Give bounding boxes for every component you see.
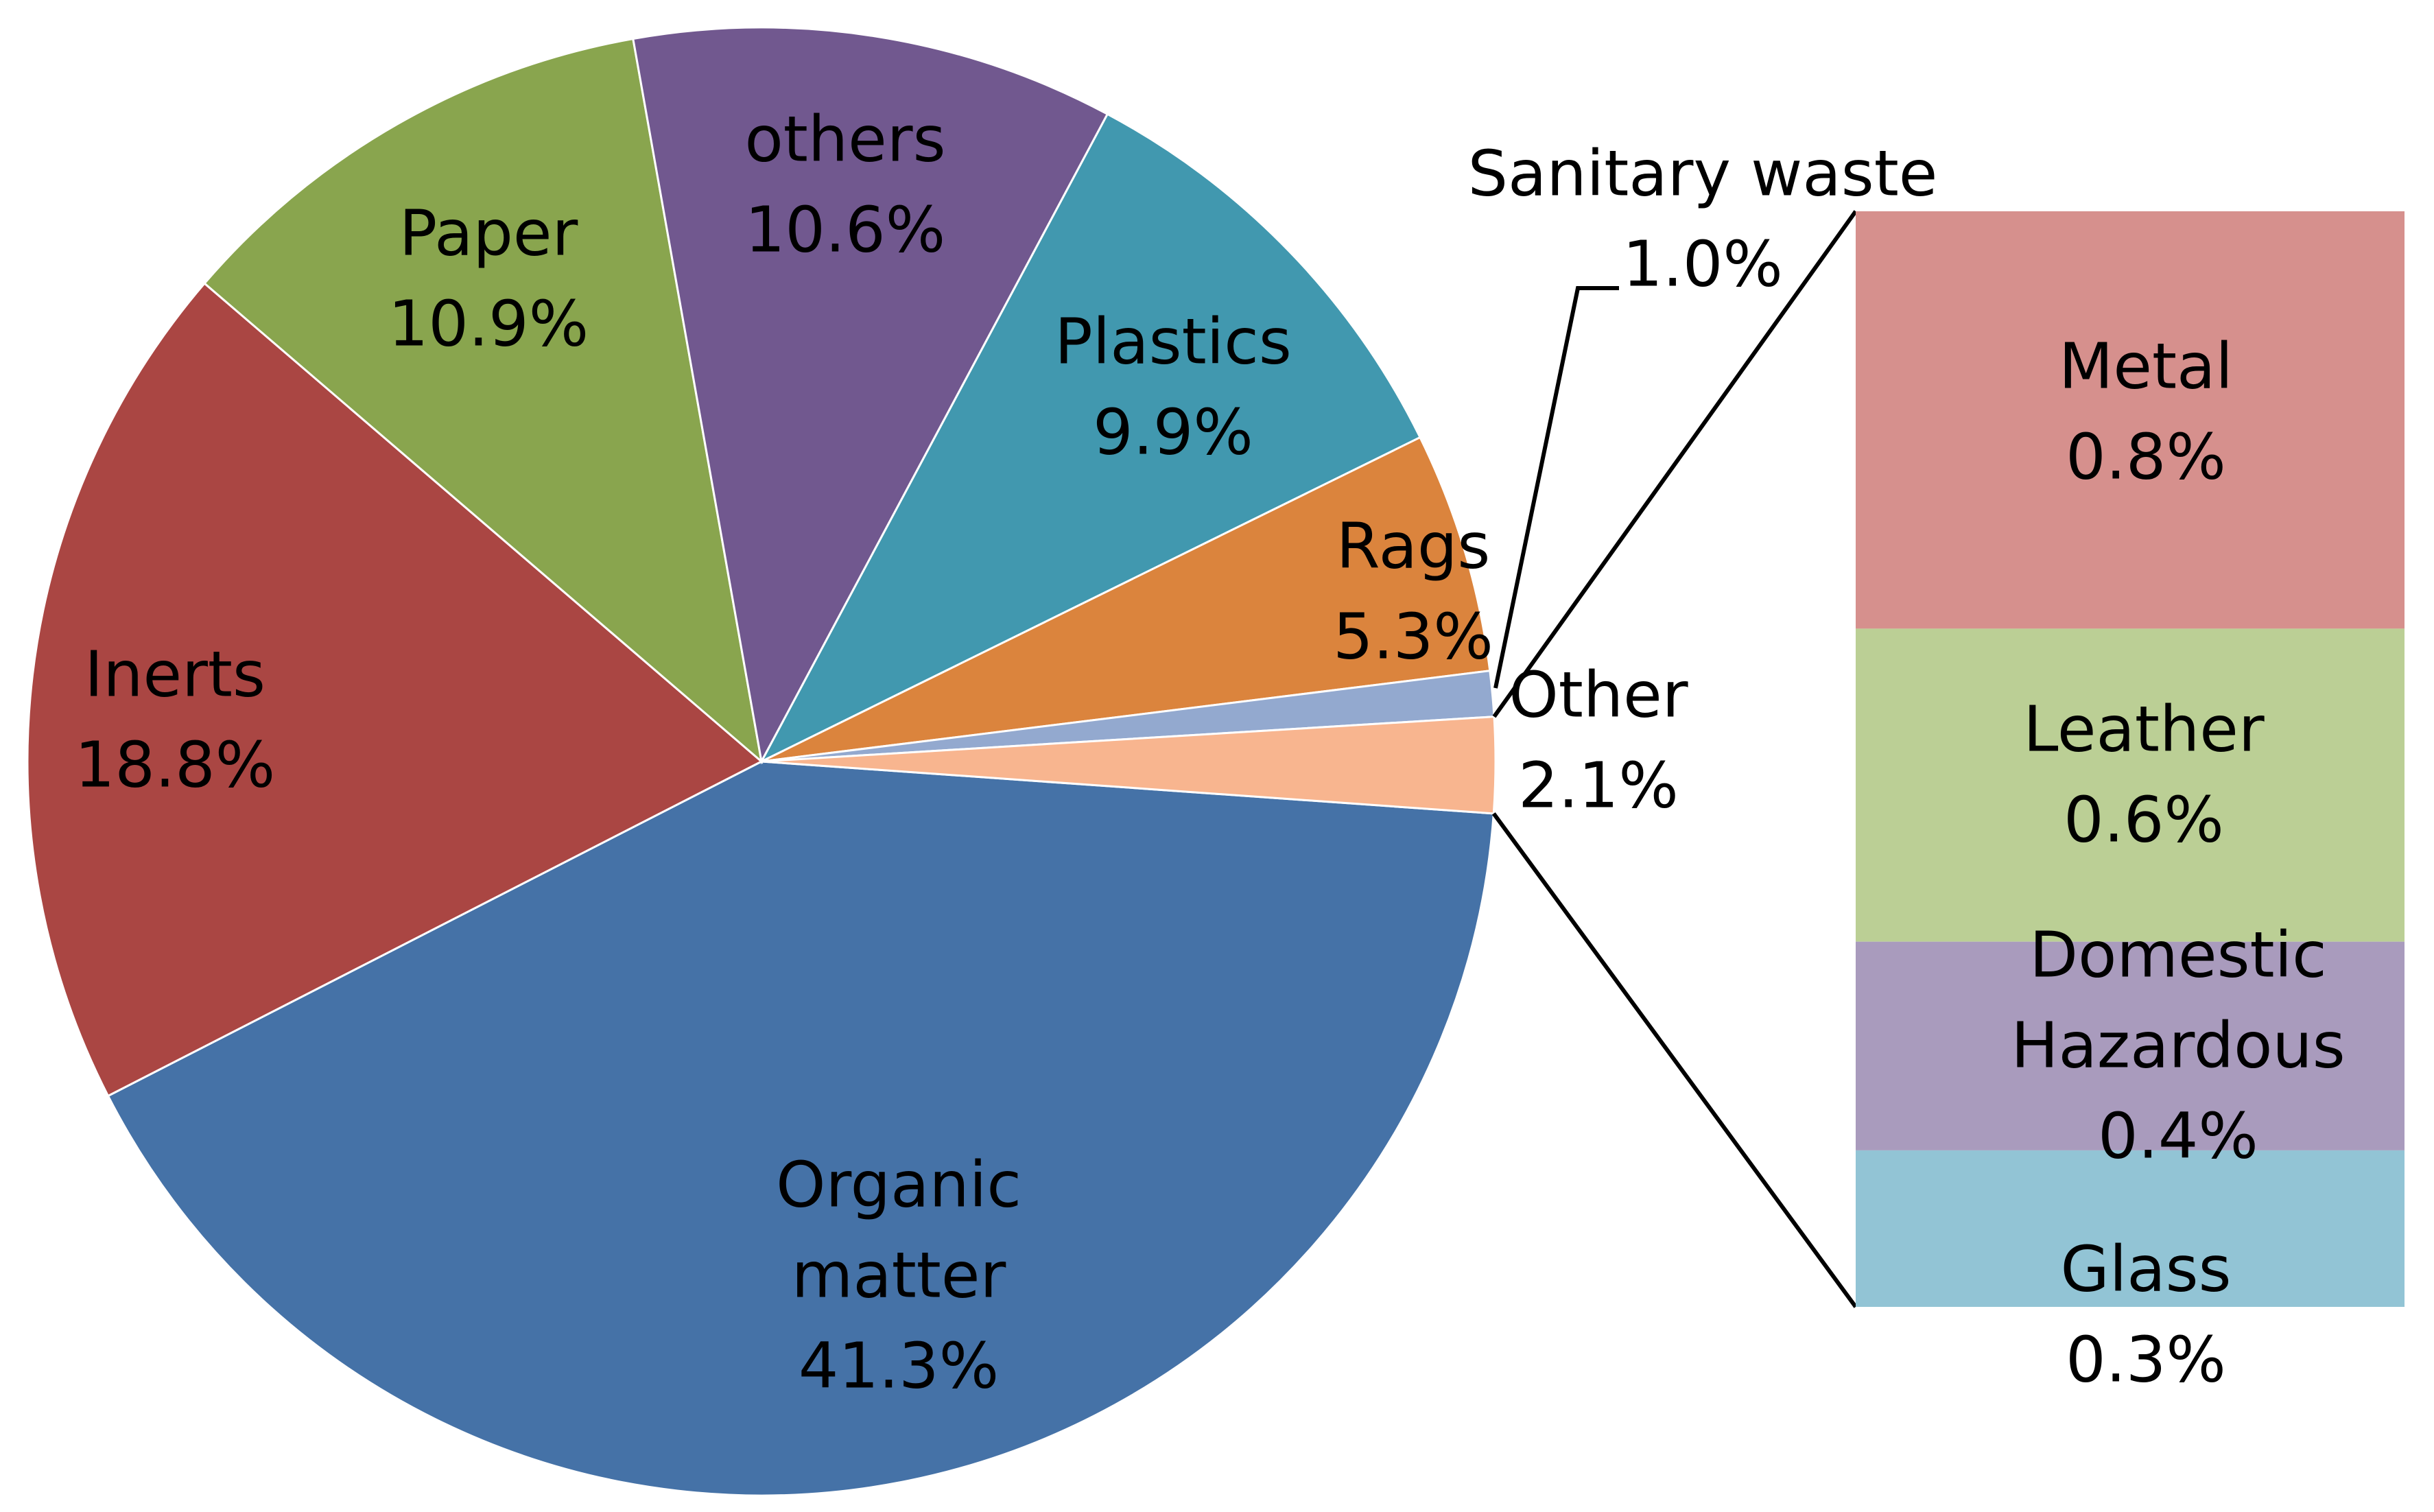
pie-slice-others: [632, 26, 1109, 765]
bar-leather-value-label: 0.6%: [2064, 783, 2224, 856]
pie-slice-organic-matter: [106, 760, 1495, 1497]
bar-domestic-hazardous-label: Hazardous: [2011, 1008, 2345, 1082]
pie-slice-rags: [761, 436, 1491, 763]
bar-segment-domestic-hazardous: [1856, 941, 2405, 1150]
pie-plastics-label: Plastics: [1054, 305, 1292, 378]
label-group: Organic matter 41.3% Inerts 18.8% Paper 10.9% o…: [75, 102, 2346, 1402]
bar-group: [1856, 211, 2405, 1307]
pie-slice-other: [761, 716, 1497, 815]
pie-rags-value-label: 5.3%: [1333, 600, 1493, 673]
pie-sanitary-waste-label: Sanitary waste: [1468, 137, 1938, 210]
connector-group: [1491, 210, 1858, 1308]
pie-paper-value-label: 10.9%: [388, 287, 589, 360]
pie-group: [26, 26, 1497, 1497]
bar-glass-value-label: 0.3%: [2066, 1323, 2226, 1396]
bar-metal-value-label: 0.8%: [2066, 420, 2226, 493]
pie-other-label: Other: [1509, 658, 1688, 731]
bar-segment-glass: [1856, 1150, 2405, 1307]
pie-organic-matter-value-label: 41.3%: [799, 1329, 999, 1402]
connector-line-top: [1492, 210, 1858, 718]
pie-slice-paper: [203, 37, 764, 764]
pie-paper-label: Paper: [399, 196, 578, 270]
pie-others-value-label: 10.6%: [745, 193, 945, 266]
bar-leather-label: Leather: [2023, 692, 2265, 766]
pie-slice-plastics: [759, 113, 1422, 764]
pie-other-value-label: 2.1%: [1518, 748, 1679, 822]
pie-inerts-label: Inerts: [84, 637, 265, 711]
bar-glass-label: Glass: [2060, 1232, 2231, 1306]
pie-slice-inerts: [26, 281, 764, 1098]
connector-line-bottom: [1491, 812, 1858, 1308]
pie-organic-matter-label: Organic: [776, 1148, 1021, 1221]
bar-domestic-hazardous-value-label: 0.4%: [2098, 1099, 2258, 1172]
pie-inerts-value-label: 18.8%: [75, 728, 275, 801]
pie-plastics-value-label: 9.9%: [1093, 395, 1253, 469]
bar-segment-metal: [1856, 211, 2405, 629]
pie-organic-matter-label: matter: [792, 1238, 1006, 1312]
pie-sanitary-waste-value-label: 1.0%: [1622, 227, 1783, 300]
pie-rags-label: Rags: [1336, 509, 1491, 582]
sanitary-waste-leader-line: [1493, 286, 1619, 689]
bar-segment-leather: [1856, 628, 2405, 942]
bar-metal-label: Metal: [2059, 329, 2233, 403]
pie-others-label: others: [744, 102, 945, 176]
bar-domestic-hazardous-label: Domestic: [2029, 918, 2327, 991]
